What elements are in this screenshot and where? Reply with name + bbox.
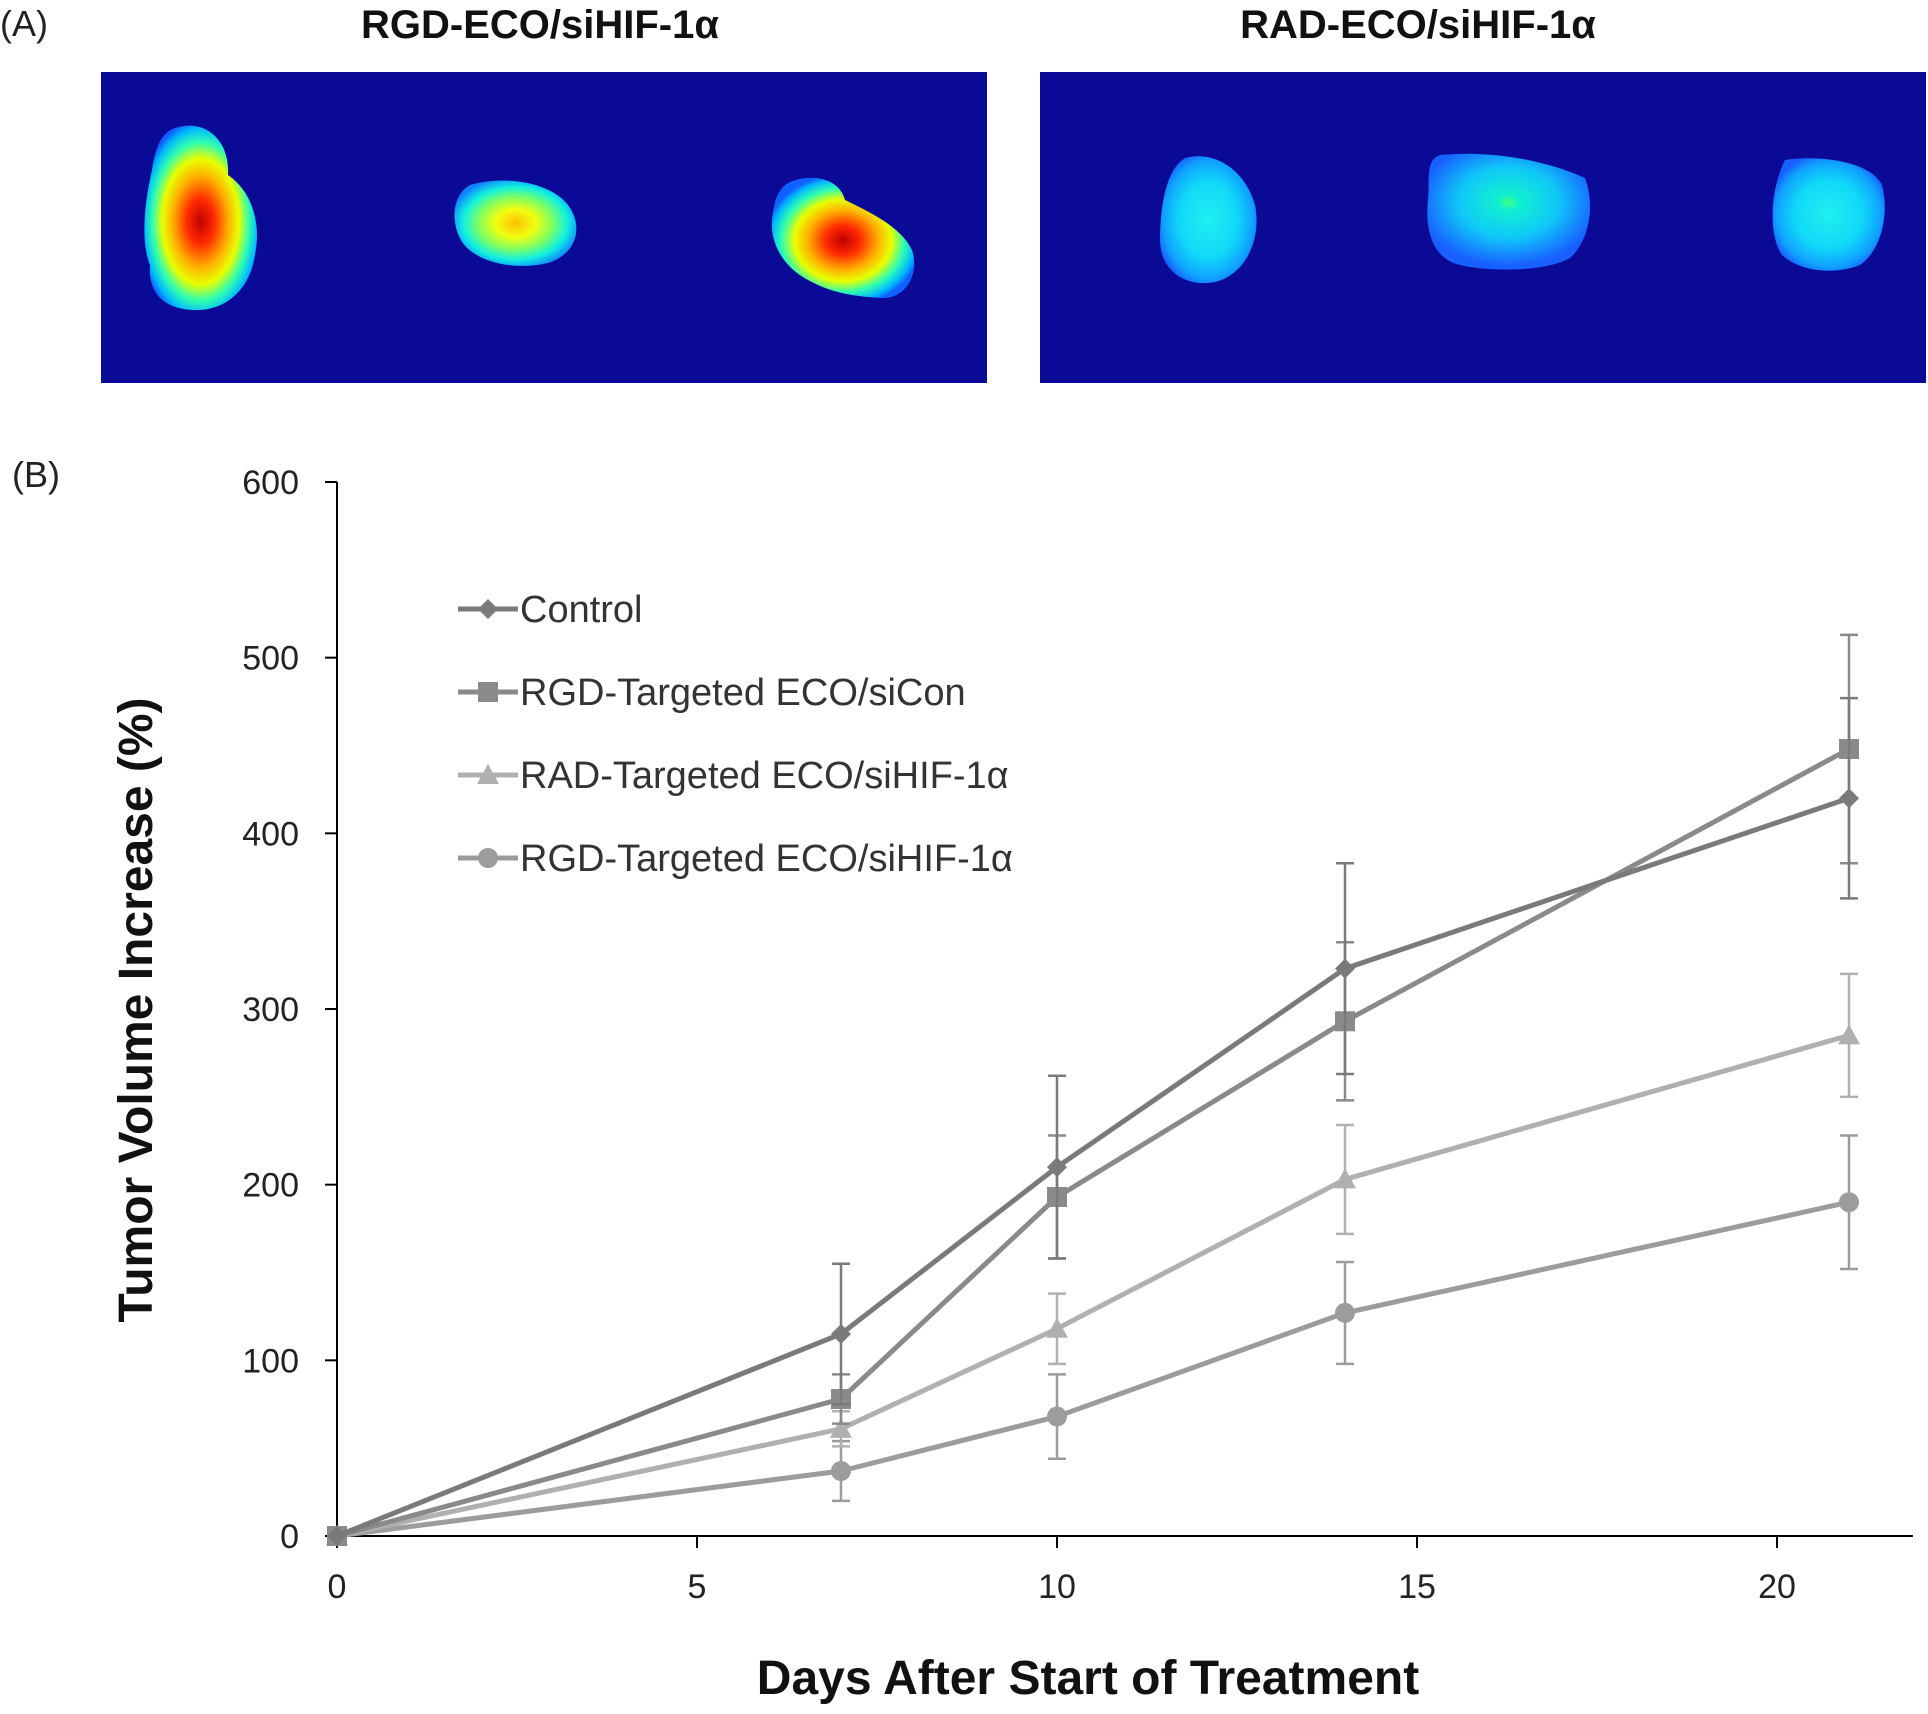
series-0: [327, 696, 1859, 1546]
data-point: [831, 1461, 851, 1482]
series-line: [336, 795, 1850, 1539]
x-tick-label: 10: [1038, 1568, 1076, 1606]
data-point: [1047, 1406, 1067, 1427]
legend: Control RGD-Targeted ECO/siCon RAD-Targete…: [458, 589, 1013, 880]
x-tick-label: 0: [328, 1568, 347, 1606]
data-point: [1046, 1317, 1068, 1338]
series-line: [336, 1032, 1850, 1539]
data-point: [1838, 1024, 1860, 1045]
x-tick-label: 20: [1758, 1568, 1796, 1606]
y-tick-label: 200: [242, 1167, 299, 1205]
y-tick-label: 300: [242, 991, 299, 1029]
y-tick-label: 100: [242, 1342, 299, 1380]
panel-a-left-title: RGD-ECO/siHIF-1α: [361, 3, 719, 47]
x-tick-label: 15: [1398, 1568, 1436, 1606]
tumor-rgd-3: [771, 177, 915, 299]
series-3: [327, 1134, 1859, 1546]
legend-label: Control: [520, 589, 643, 631]
data-point: [327, 1526, 347, 1546]
data-point: [1335, 958, 1355, 979]
legend-label: RGD-Targeted ECO/siCon: [520, 672, 966, 714]
line-chart: Days After Start of Treatment Tumor Volu…: [110, 464, 1913, 1705]
y-tick-label: 500: [242, 640, 299, 678]
tumor-rad-1: [1160, 156, 1257, 284]
y-tick-label: 400: [242, 815, 299, 853]
data-point: [830, 1417, 852, 1438]
tumor-rgd-2: [454, 180, 577, 266]
data-point: [1335, 1302, 1355, 1323]
x-axis-label: Days After Start of Treatment: [757, 1652, 1419, 1705]
tumor-rad-2: [1427, 153, 1590, 270]
heatmap-image-rad: [1040, 72, 1926, 383]
x-tick-label: 5: [688, 1568, 707, 1606]
panel-b-label: (B): [12, 454, 60, 495]
legend-label: RGD-Targeted ECO/siHIF-1α: [520, 838, 1013, 880]
legend-marker: [478, 599, 498, 619]
legend-marker: [477, 764, 499, 784]
legend-marker: [478, 682, 498, 702]
data-point: [1839, 788, 1859, 809]
panel-a-label: (A): [0, 3, 48, 44]
legend-marker: [478, 848, 498, 868]
panel-a-right-title: RAD-ECO/siHIF-1α: [1240, 3, 1596, 47]
heatmap-image-rgd: [101, 72, 987, 383]
tumor-rgd-1: [144, 125, 257, 311]
data-point: [831, 1323, 851, 1344]
data-point: [1839, 1192, 1859, 1213]
legend-label: RAD-Targeted ECO/siHIF-1α: [520, 755, 1009, 797]
tumor-rad-3: [1772, 158, 1885, 271]
y-axis-label: Tumor Volume Increase (%): [110, 697, 163, 1322]
data-point: [1047, 1157, 1067, 1178]
y-tick-label: 600: [242, 464, 299, 502]
series-2: [326, 972, 1860, 1545]
data-point: [1334, 1168, 1356, 1189]
y-tick-label: 0: [280, 1518, 299, 1556]
